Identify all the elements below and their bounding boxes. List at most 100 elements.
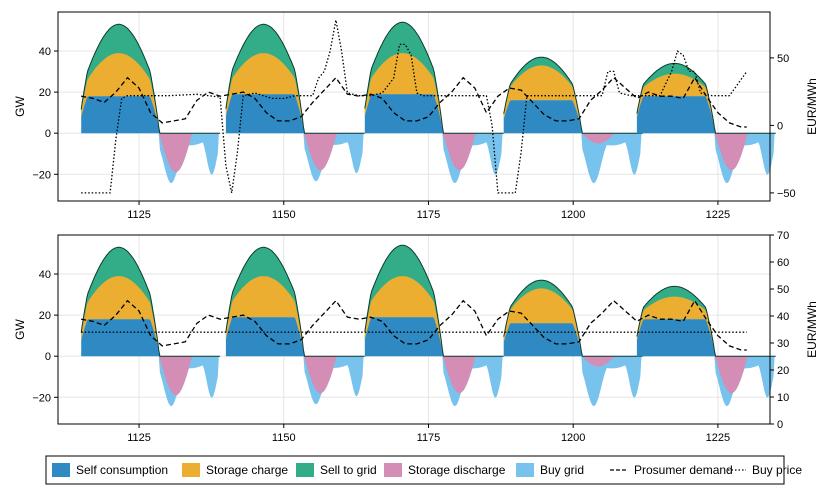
- legend-item-storage-charge: Storage charge: [182, 463, 288, 477]
- x-tick-label: 1125: [127, 209, 151, 221]
- legend-item-buy-grid: Buy grid: [516, 463, 584, 477]
- legend-item-prosumer-demand: Prosumer demand: [610, 463, 733, 477]
- x-tick-label: 1150: [272, 432, 296, 444]
- storage-discharge-area: [225, 133, 365, 171]
- y2-tick-label: 0: [777, 120, 783, 132]
- y-tick-label: 40: [39, 269, 51, 281]
- storage-charge-area: [364, 276, 504, 357]
- sell-to-grid-outline: [636, 62, 776, 134]
- sell-to-grid-area: [225, 247, 365, 357]
- stacked-areas: [80, 244, 776, 407]
- y-tick-label: 20: [39, 310, 51, 322]
- x-tick-label: 1125: [127, 432, 151, 444]
- x-tick-label: 1175: [417, 209, 441, 221]
- sell-to-grid-area: [364, 245, 504, 357]
- sell-to-grid-area: [81, 24, 221, 134]
- storage-charge-area: [225, 276, 365, 357]
- bottom-panel: 1125 1150 1175 1200 1225 −20 0 20 40 0 10 20 30 40 50 6…: [13, 230, 819, 444]
- storage-charge-area: [225, 53, 365, 134]
- y2-tick-label: 20: [777, 365, 789, 377]
- sell-to-grid-outline: [225, 23, 365, 134]
- y2-tick-label: 10: [777, 392, 789, 404]
- y-tick-label: 40: [39, 46, 51, 58]
- y-tick-label: −20: [32, 392, 51, 404]
- y2-axis-label: EUR/MWh: [805, 301, 819, 358]
- self-consumption-area: [364, 94, 504, 134]
- y2-tick-label: 50: [777, 53, 789, 65]
- legend-swatch: [182, 463, 200, 477]
- storage-charge-area: [81, 276, 221, 357]
- legend-label: Prosumer demand: [634, 463, 733, 477]
- legend-label: Buy price: [752, 463, 802, 477]
- buy-grid-area: [503, 133, 643, 184]
- sell-to-grid-outline: [80, 23, 221, 134]
- storage-discharge-area: [636, 133, 776, 171]
- sell-to-grid-outline: [80, 246, 221, 357]
- y2-tick-label: 40: [777, 311, 789, 323]
- self-consumption-area: [364, 317, 504, 357]
- x-tick-label: 1200: [561, 432, 585, 444]
- self-consumption-area: [81, 96, 221, 134]
- sell-to-grid-outline: [225, 246, 365, 357]
- x-tick-label: 1225: [706, 209, 730, 221]
- sell-to-grid-outline: [364, 21, 504, 134]
- storage-charge-area: [636, 73, 776, 134]
- storage-charge-area: [503, 65, 643, 134]
- legend-item-self-consumption: Self consumption: [52, 463, 168, 477]
- storage-charge-area: [364, 53, 504, 134]
- legend: Self consumption Storage charge Sell to gr…: [45, 455, 802, 485]
- sell-to-grid-outline: [636, 285, 776, 357]
- sell-to-grid-area: [225, 24, 365, 134]
- legend-frame: [45, 455, 785, 485]
- self-consumption-area: [636, 96, 776, 134]
- y-axis-label: GW: [13, 96, 27, 117]
- y-axis-label: GW: [13, 319, 27, 340]
- storage-discharge-area: [81, 133, 221, 173]
- sell-to-grid-outline: [503, 56, 643, 134]
- x-tick-label: 1200: [561, 209, 585, 221]
- y2-tick-label: 30: [777, 338, 789, 350]
- y2-tick-label: 60: [777, 257, 789, 269]
- y-tick-label: 20: [39, 87, 51, 99]
- top-panel: 1125 1150 1175 1200 1225 −20 0 20 40 −50 0 50 GW EUR/…: [13, 11, 819, 221]
- legend-item-sell-to-grid: Sell to grid: [296, 463, 377, 477]
- storage-discharge-area: [364, 133, 504, 171]
- y-tick-label: 0: [45, 351, 51, 363]
- y2-tick-label: 50: [777, 284, 789, 296]
- legend-swatch: [384, 463, 402, 477]
- y2-tick-label: 70: [777, 230, 789, 242]
- legend-label: Buy grid: [540, 463, 584, 477]
- self-consumption-area: [636, 319, 776, 357]
- legend-swatch: [52, 463, 70, 477]
- plot-frame: [57, 234, 771, 425]
- y-tick-label: −20: [32, 169, 51, 181]
- self-consumption-area: [225, 317, 365, 357]
- legend-item-buy-price: Buy price: [728, 463, 802, 477]
- storage-discharge-area: [364, 356, 504, 394]
- sell-to-grid-area: [364, 22, 504, 134]
- self-consumption-area: [225, 94, 365, 134]
- y2-tick-label: 0: [777, 419, 783, 431]
- sell-to-grid-area: [81, 247, 221, 357]
- sell-to-grid-outline: [364, 244, 504, 357]
- buy-grid-area: [503, 356, 643, 407]
- legend-swatch: [296, 463, 314, 477]
- stacked-areas: [80, 21, 776, 184]
- x-tick-label: 1175: [417, 432, 441, 444]
- y2-tick-label: −50: [777, 188, 796, 200]
- storage-charge-area: [81, 53, 221, 134]
- y2-axis-label: EUR/MWh: [805, 78, 819, 135]
- buy-price-line: [81, 19, 748, 194]
- prosumer-demand-line: [81, 76, 747, 128]
- storage-charge-area: [636, 296, 776, 357]
- storage-discharge-area: [225, 356, 365, 394]
- x-tick-label: 1225: [706, 432, 730, 444]
- x-tick-label: 1150: [272, 209, 296, 221]
- legend-label: Storage charge: [206, 463, 288, 477]
- prosumer-demand-line: [81, 299, 747, 351]
- sell-to-grid-outline: [503, 279, 643, 357]
- plot-frame: [57, 11, 771, 202]
- storage-charge-area: [503, 288, 643, 357]
